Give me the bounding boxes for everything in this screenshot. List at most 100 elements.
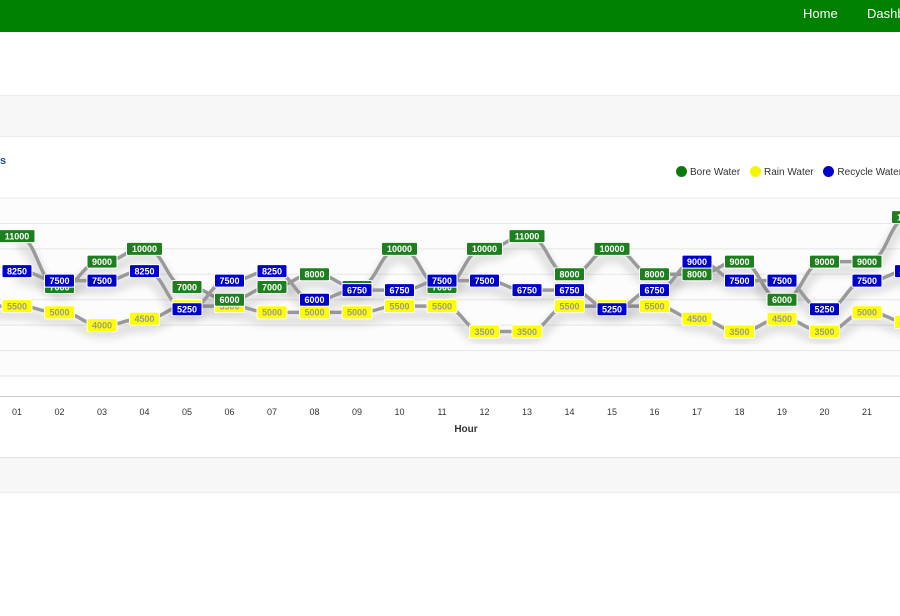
data-label-box <box>894 264 900 279</box>
x-tick-label: 21 <box>862 407 872 417</box>
data-label-bore: 10000 <box>593 241 631 256</box>
legend-item-recycle[interactable]: Recycle Water/ <box>823 166 900 178</box>
data-label-text: 10000 <box>132 244 157 254</box>
data-label-text: 8250 <box>134 266 154 276</box>
x-tick-label: 02 <box>54 407 64 417</box>
data-label-box <box>469 273 500 288</box>
data-label-box <box>426 299 458 314</box>
x-tick-label: 16 <box>649 407 659 417</box>
data-label-rain: 3500 <box>469 324 500 339</box>
data-label-recycle: 6750 <box>639 283 670 298</box>
x-tick-label: 03 <box>97 407 107 417</box>
data-label-text: 7000 <box>177 282 197 292</box>
data-label-text: 5000 <box>262 308 282 318</box>
data-label-text: 6750 <box>559 285 579 295</box>
data-label-text: 7500 <box>772 276 792 286</box>
legend-item-rain[interactable]: Rain Water <box>749 166 814 178</box>
data-label-rain: 4500 <box>681 311 713 326</box>
panel-footer-band <box>0 457 900 493</box>
data-label-box <box>851 254 883 269</box>
data-label-text: 3500 <box>474 327 494 337</box>
data-label-text: 3500 <box>814 327 834 337</box>
x-tick-label: 06 <box>224 407 234 417</box>
x-tick-label: 11 <box>437 407 446 417</box>
data-label-text: 8000 <box>644 270 664 280</box>
data-label-text: 5500 <box>389 301 409 311</box>
data-label-box <box>724 273 755 288</box>
data-label-recycle: 7500 <box>426 273 458 288</box>
x-tick-label: 09 <box>352 407 362 417</box>
data-label-text: 6000 <box>772 295 792 305</box>
panel-header-band <box>0 95 900 137</box>
data-label-text: 4500 <box>687 314 707 324</box>
data-label-rain: 3500 <box>511 324 543 339</box>
data-label-text: 5250 <box>177 305 197 315</box>
data-label-bore: 6000 <box>214 292 245 307</box>
nav-dashboard-link[interactable]: Dashb <box>867 6 900 21</box>
data-label-text: 5500 <box>644 301 664 311</box>
data-label-bore: 10000 <box>126 241 163 256</box>
data-label-bore: 7000 <box>256 280 288 294</box>
data-label-text: 7500 <box>474 276 494 286</box>
nav-home-link[interactable]: Home <box>803 6 838 21</box>
data-label-text: 8000 <box>304 270 324 280</box>
data-label-box <box>129 264 160 279</box>
data-label-rain: 5000 <box>299 305 330 320</box>
data-label-box <box>256 280 288 294</box>
data-label-box <box>809 324 840 339</box>
x-tick-label: 04 <box>139 407 149 417</box>
data-label-rain: 3500 <box>809 324 840 339</box>
data-label-box <box>766 273 798 288</box>
data-label-box <box>511 324 543 339</box>
data-label-text: 11000 <box>5 231 30 241</box>
x-tick-label: 19 <box>777 407 787 417</box>
data-label-box <box>171 302 203 317</box>
data-label-text: 7500 <box>219 276 239 286</box>
data-label-text: 9000 <box>687 257 707 267</box>
legend-item-bore[interactable]: Bore Water <box>676 166 740 178</box>
data-label-rain: 5000 <box>851 305 883 320</box>
data-label-box <box>384 299 415 314</box>
data-label-recycle: 7500 <box>86 273 118 288</box>
data-label-rain: 4500 <box>129 311 160 326</box>
data-label-bore: 11000 <box>0 229 36 244</box>
data-label-text: 7500 <box>49 276 69 286</box>
data-label-box <box>851 273 883 288</box>
data-label-text: 7500 <box>729 276 749 286</box>
data-label-text: 5500 <box>432 301 452 311</box>
chart-title-fragment: s <box>0 155 7 167</box>
data-label-bore: 9000 <box>86 254 118 269</box>
data-label-text: 5000 <box>857 308 877 318</box>
data-label-text: 7000 <box>262 282 282 292</box>
data-label-box <box>639 283 670 298</box>
data-label-box <box>256 264 288 279</box>
data-label-rain: 4500 <box>766 311 798 326</box>
data-label-text: 5000 <box>347 308 367 318</box>
data-label-box <box>851 305 883 320</box>
recycle-dot-icon <box>823 166 835 177</box>
legend-label-recycle: Recycle Water/ <box>837 167 900 178</box>
bore-dot-icon <box>676 166 687 177</box>
x-tick-label: 17 <box>692 407 702 417</box>
data-label-box <box>341 283 373 298</box>
x-axis-title: Hour <box>454 424 477 435</box>
data-label-text: 5250 <box>814 305 834 315</box>
data-label-text: 9000 <box>92 257 112 267</box>
data-label-recycle: 7500 <box>469 273 500 288</box>
data-label-text: 5000 <box>49 308 69 318</box>
x-tick-label: 12 <box>479 407 489 417</box>
data-label-box <box>596 302 628 317</box>
data-label-box <box>891 210 900 225</box>
data-label-rain: 5500 <box>554 299 585 314</box>
data-label-box <box>44 273 75 288</box>
data-label-bore: 10000 <box>466 241 503 256</box>
data-label-box <box>1 299 33 314</box>
data-label-box <box>766 311 798 326</box>
data-label-recycle: 7500 <box>44 273 75 288</box>
data-label-bore: 7000 <box>171 280 203 294</box>
data-label-bore: 6000 <box>766 292 798 307</box>
data-label-box <box>466 241 503 256</box>
data-label-recycle: 6750 <box>511 283 543 298</box>
x-tick-label: 20 <box>819 407 829 417</box>
data-label-box <box>766 292 798 307</box>
